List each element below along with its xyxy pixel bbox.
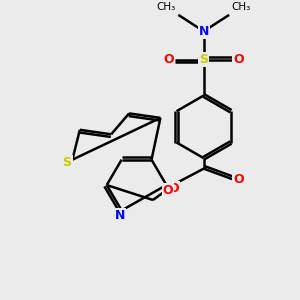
- Text: S: S: [62, 156, 71, 169]
- Text: O: O: [169, 182, 179, 194]
- Text: CH₃: CH₃: [232, 2, 251, 13]
- Text: N: N: [115, 209, 125, 222]
- Text: O: O: [233, 53, 244, 66]
- Text: O: O: [163, 184, 173, 197]
- Text: CH₃: CH₃: [157, 2, 176, 13]
- Text: O: O: [164, 53, 174, 66]
- Text: S: S: [199, 53, 208, 66]
- Text: O: O: [233, 172, 244, 186]
- Text: N: N: [199, 25, 209, 38]
